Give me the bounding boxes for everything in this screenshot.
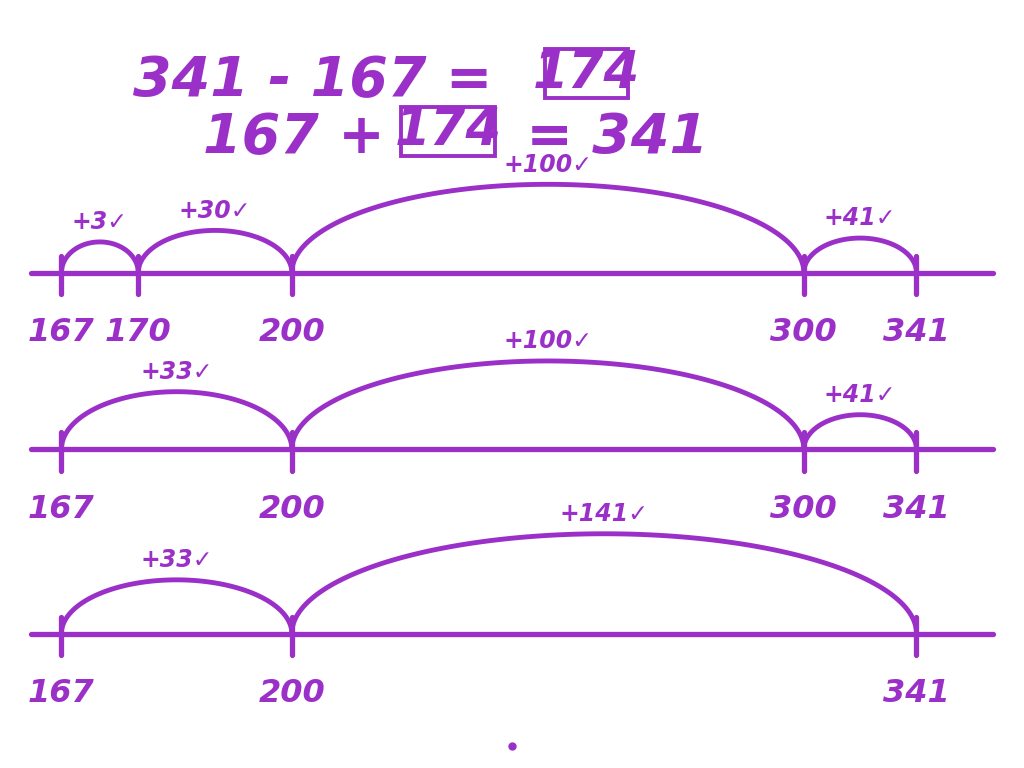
- Text: 167: 167: [28, 317, 95, 348]
- Text: 200: 200: [258, 494, 326, 525]
- Text: +100✓: +100✓: [504, 153, 592, 177]
- Text: 341: 341: [883, 678, 950, 709]
- Text: = 341: = 341: [507, 111, 708, 165]
- Text: 341: 341: [883, 494, 950, 525]
- Text: 174: 174: [532, 48, 640, 99]
- Text: 167 +: 167 +: [204, 111, 404, 165]
- Text: 200: 200: [258, 678, 326, 709]
- Text: 300: 300: [770, 317, 838, 348]
- FancyBboxPatch shape: [401, 107, 495, 156]
- Text: +41✓: +41✓: [824, 383, 896, 407]
- Text: 167: 167: [28, 494, 95, 525]
- Text: +33✓: +33✓: [140, 548, 213, 572]
- Text: +41✓: +41✓: [824, 207, 896, 230]
- Text: 200: 200: [258, 317, 326, 348]
- Text: +141✓: +141✓: [560, 502, 648, 526]
- Text: +3✓: +3✓: [72, 210, 128, 234]
- Text: 170: 170: [104, 317, 172, 348]
- Text: 341: 341: [883, 317, 950, 348]
- Text: +100✓: +100✓: [504, 329, 592, 353]
- Text: 167: 167: [28, 678, 95, 709]
- Text: 174: 174: [394, 106, 502, 157]
- FancyBboxPatch shape: [545, 49, 628, 98]
- Text: 300: 300: [770, 494, 838, 525]
- Text: +30✓: +30✓: [179, 199, 251, 223]
- Text: +33✓: +33✓: [140, 360, 213, 384]
- Text: 341 - 167 =: 341 - 167 =: [133, 54, 512, 108]
